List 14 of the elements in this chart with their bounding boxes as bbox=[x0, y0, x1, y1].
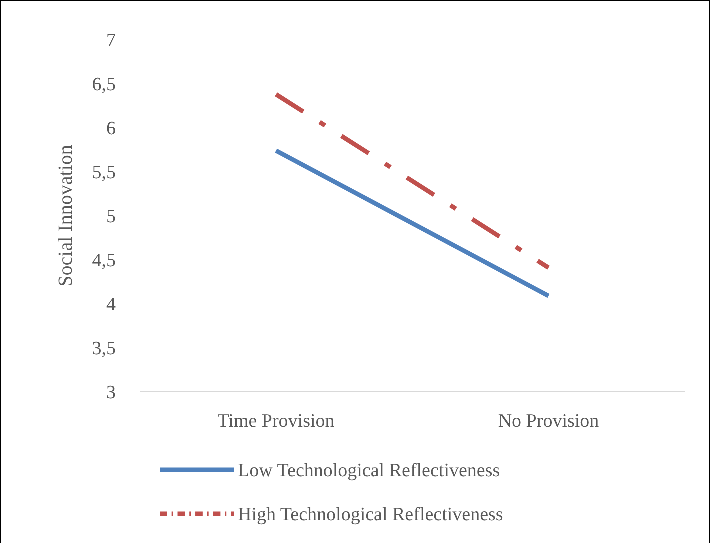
y-tick-label: 5 bbox=[106, 206, 116, 228]
y-tick-label: 6,5 bbox=[92, 74, 116, 96]
legend-label: High Technological Reflectiveness bbox=[238, 504, 504, 526]
legend-label: Low Technological Reflectiveness bbox=[238, 460, 500, 482]
y-tick-label: 7 bbox=[106, 30, 116, 52]
x-tick-label: No Provision bbox=[498, 411, 600, 432]
y-tick-label: 3 bbox=[106, 382, 116, 404]
y-tick-label: 3,5 bbox=[92, 338, 116, 360]
y-tick-label: 4 bbox=[106, 294, 116, 316]
x-tick-label: Time Provision bbox=[218, 411, 336, 432]
y-tick-label: 4,5 bbox=[92, 250, 116, 272]
y-tick-label: 6 bbox=[106, 118, 116, 140]
y-tick-label: 5,5 bbox=[92, 162, 116, 184]
y-axis-title: Social Innovation bbox=[55, 145, 77, 287]
